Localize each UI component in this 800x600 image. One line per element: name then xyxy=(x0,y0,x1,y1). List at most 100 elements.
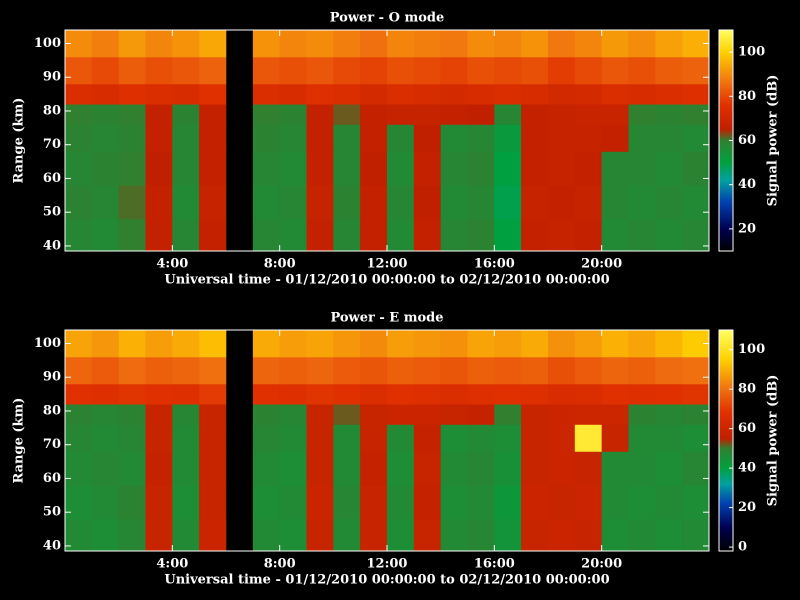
heat-cell xyxy=(655,424,683,452)
heat-cell xyxy=(601,518,629,552)
heat-cell xyxy=(440,185,468,220)
heat-cell xyxy=(333,30,361,58)
colorbar-tick-label: 20 xyxy=(738,500,756,515)
heat-cell xyxy=(574,383,602,405)
heat-cell xyxy=(252,518,280,552)
heat-cell xyxy=(360,356,388,385)
heat-cell xyxy=(494,124,522,152)
heat-cell xyxy=(467,485,495,520)
heat-cell xyxy=(145,518,173,552)
heat-cell xyxy=(199,485,227,520)
heat-cell xyxy=(91,383,119,405)
heat-cell xyxy=(65,151,93,186)
heat-cell xyxy=(65,451,93,486)
heat-cell xyxy=(655,518,683,552)
heat-cell xyxy=(199,356,227,385)
heat-cell xyxy=(306,383,334,405)
heat-cell xyxy=(494,451,522,486)
heat-cell xyxy=(467,218,495,252)
heat-cell xyxy=(118,56,146,85)
heat-cell xyxy=(548,124,576,152)
colorbar xyxy=(718,329,734,552)
heat-cell xyxy=(655,56,683,85)
heat-cell xyxy=(601,451,629,486)
heat-cell xyxy=(279,485,307,520)
heat-cell xyxy=(467,424,495,452)
heat-cell xyxy=(118,83,146,105)
heat-cell xyxy=(333,56,361,85)
heat-cell xyxy=(628,356,656,385)
y-tick-label: 90 xyxy=(43,370,61,385)
heat-cell xyxy=(521,30,549,58)
heat-cell xyxy=(655,356,683,385)
heat-cell xyxy=(360,451,388,486)
heat-cell xyxy=(360,104,388,125)
heat-cell xyxy=(574,218,602,252)
heat-cell xyxy=(279,330,307,358)
heat-cell xyxy=(360,424,388,452)
heat-cell xyxy=(91,485,119,520)
heat-cell xyxy=(440,383,468,405)
heat-cell xyxy=(574,83,602,105)
heat-cell xyxy=(91,330,119,358)
x-tick-label: 8:00 xyxy=(264,557,296,572)
heat-cell xyxy=(118,485,146,520)
heat-cell xyxy=(548,83,576,105)
chart-title: Power - E mode xyxy=(330,311,443,326)
heat-cell xyxy=(413,485,441,520)
heat-cell xyxy=(521,330,549,358)
heat-cell xyxy=(199,124,227,152)
heat-cell xyxy=(145,83,173,105)
heat-cell xyxy=(252,356,280,385)
heat-cell xyxy=(306,83,334,105)
heat-cell xyxy=(333,104,361,125)
heat-cell xyxy=(655,330,683,358)
heat-cell xyxy=(682,451,710,486)
heat-cell xyxy=(252,124,280,152)
heat-cell xyxy=(521,185,549,220)
heat-cell xyxy=(682,104,710,125)
heat-cell xyxy=(413,104,441,125)
heat-cell xyxy=(333,185,361,220)
heat-cell xyxy=(172,124,200,152)
heat-cell xyxy=(548,383,576,405)
heat-cell xyxy=(601,124,629,152)
heat-cell xyxy=(467,124,495,152)
heat-cell xyxy=(655,218,683,252)
heat-cell xyxy=(91,104,119,125)
heat-cell xyxy=(65,124,93,152)
heat-cell xyxy=(145,424,173,452)
heat-cell xyxy=(548,404,576,425)
y-tick-label: 100 xyxy=(34,36,61,51)
heat-cell xyxy=(682,83,710,105)
heat-cell xyxy=(628,218,656,252)
heat-cell xyxy=(306,330,334,358)
heat-cell xyxy=(360,30,388,58)
heat-cell xyxy=(360,124,388,152)
heat-cell xyxy=(360,518,388,552)
heat-cell xyxy=(548,330,576,358)
heat-cell xyxy=(333,383,361,405)
heat-cell xyxy=(145,56,173,85)
heat-cell xyxy=(682,485,710,520)
heat-cell xyxy=(306,404,334,425)
heat-cell xyxy=(467,356,495,385)
heat-cell xyxy=(91,218,119,252)
y-tick-label: 70 xyxy=(43,137,61,152)
heat-cell xyxy=(306,424,334,452)
y-tick-label: 90 xyxy=(43,70,61,85)
heat-cell xyxy=(91,83,119,105)
heat-cell xyxy=(574,356,602,385)
heat-cell xyxy=(306,30,334,58)
heat-cell xyxy=(574,485,602,520)
heat-cell xyxy=(521,83,549,105)
heat-cell xyxy=(628,404,656,425)
heat-cell xyxy=(145,30,173,58)
heat-cell xyxy=(172,518,200,552)
heat-cell xyxy=(145,218,173,252)
heat-cell xyxy=(413,518,441,552)
heat-cell xyxy=(172,104,200,125)
heat-cell xyxy=(118,151,146,186)
heat-cell xyxy=(682,218,710,252)
